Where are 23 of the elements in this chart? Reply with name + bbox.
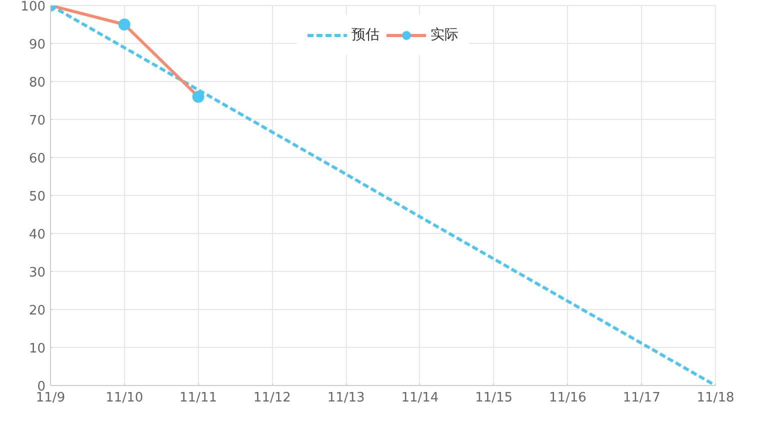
x-tick-label: 11/10	[106, 390, 144, 406]
legend-label: 实际	[430, 26, 458, 44]
y-tick-label: 50	[28, 190, 46, 204]
legend-label: 预估	[352, 26, 380, 44]
x-tick-label: 11/12	[253, 390, 291, 406]
x-tick-label: 11/18	[696, 390, 734, 406]
y-tick-label: 100	[20, 0, 46, 14]
x-tick-label: 11/14	[401, 390, 439, 406]
y-tick-label: 20	[28, 304, 46, 318]
x-tick-label: 11/13	[327, 390, 365, 406]
x-tick-label: 11/9	[36, 390, 66, 406]
y-tick-label: 60	[28, 152, 46, 166]
y-tick-label: 80	[28, 76, 46, 90]
line-series	[50, 6, 716, 386]
x-tick-label: 11/17	[622, 390, 660, 406]
y-tick-label: 30	[28, 266, 46, 280]
x-tick-label: 11/15	[475, 390, 513, 406]
y-tick-label: 10	[28, 342, 46, 356]
y-tick-label: 70	[28, 114, 46, 128]
x-tick-label: 11/11	[180, 390, 218, 406]
y-tick-label: 40	[28, 228, 46, 242]
x-tick-label: 11/16	[548, 390, 586, 406]
y-tick-label: 90	[28, 38, 46, 52]
